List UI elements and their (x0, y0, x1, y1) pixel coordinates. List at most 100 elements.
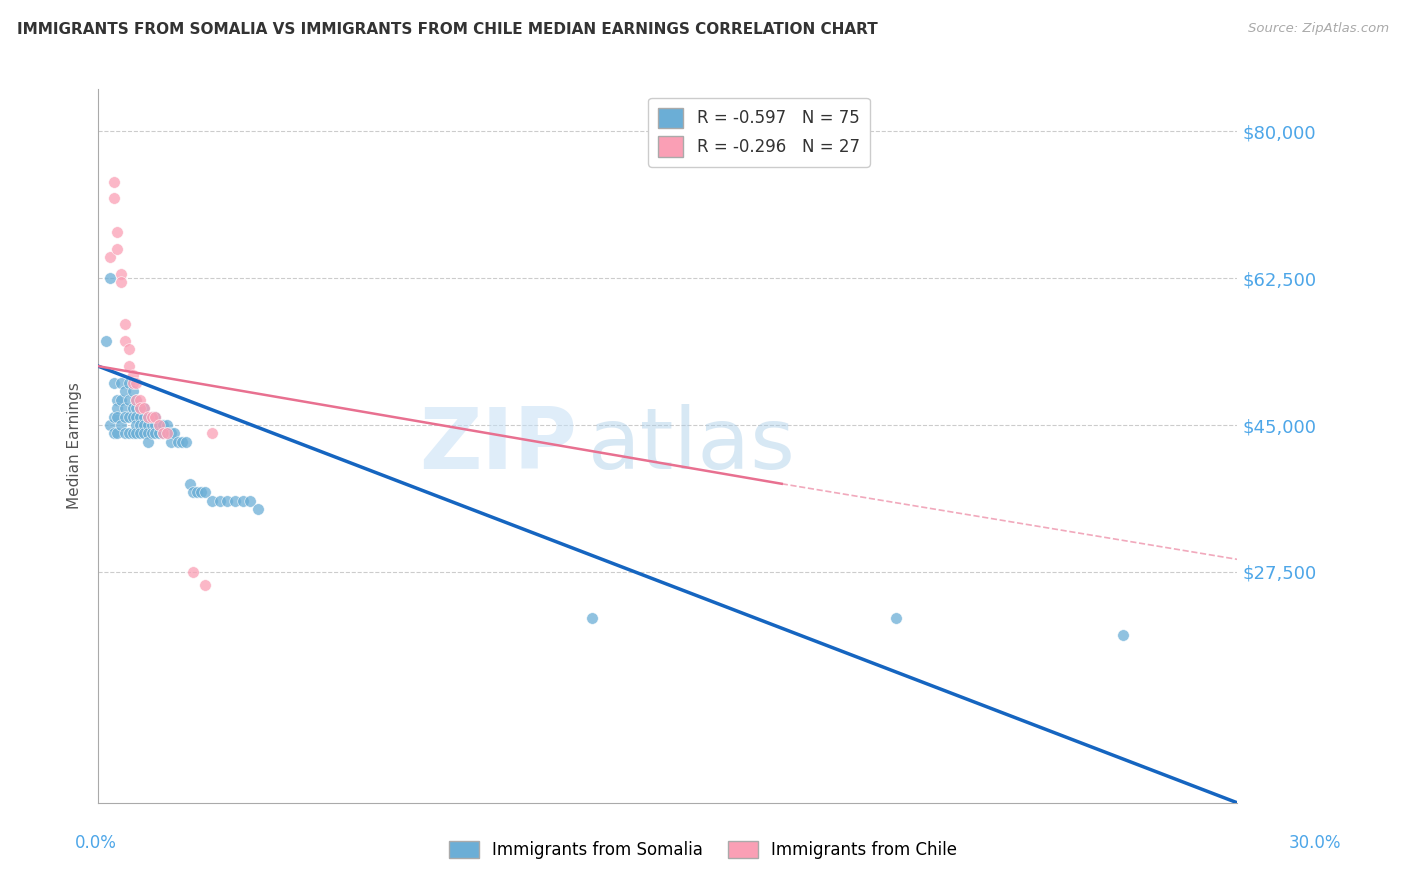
Point (170, 434, 193, 449)
Point (125, 392, 148, 407)
Point (129, 426, 152, 441)
Point (118, 392, 141, 407)
Point (148, 426, 170, 441)
Point (125, 417, 148, 432)
Point (145, 409, 167, 424)
Point (107, 401, 129, 416)
Point (125, 401, 148, 416)
Legend: R = -0.597   N = 75, R = -0.296   N = 27: R = -0.597 N = 75, R = -0.296 N = 27 (648, 97, 870, 167)
Point (145, 426, 167, 441)
Point (159, 426, 181, 441)
Point (107, 409, 129, 424)
Point (118, 359, 141, 374)
Point (132, 417, 155, 432)
Y-axis label: Median Earnings: Median Earnings (67, 383, 83, 509)
Point (114, 384, 136, 399)
Point (110, 267, 132, 281)
Point (103, 426, 125, 441)
Point (141, 426, 163, 441)
Text: 0.0%: 0.0% (75, 834, 117, 852)
Point (163, 426, 186, 441)
Point (110, 417, 132, 432)
Point (121, 376, 143, 390)
Point (114, 334, 136, 348)
Point (110, 275, 132, 289)
Point (129, 401, 152, 416)
Point (186, 485, 208, 500)
Point (136, 417, 159, 432)
Point (194, 485, 217, 500)
Point (136, 434, 159, 449)
Point (217, 493, 239, 508)
Point (129, 401, 152, 416)
Point (129, 392, 152, 407)
Text: IMMIGRANTS FROM SOMALIA VS IMMIGRANTS FROM CHILE MEDIAN EARNINGS CORRELATION CHA: IMMIGRANTS FROM SOMALIA VS IMMIGRANTS FR… (17, 22, 877, 37)
Point (141, 409, 163, 424)
Point (121, 401, 143, 416)
Point (194, 577, 217, 591)
Point (121, 409, 143, 424)
Point (98, 271, 121, 285)
Point (98, 417, 121, 432)
Point (132, 401, 155, 416)
Text: 30.0%: 30.0% (1288, 834, 1341, 852)
Point (183, 485, 205, 500)
Point (167, 434, 190, 449)
Point (110, 392, 132, 407)
Point (98, 250, 121, 264)
Point (246, 502, 269, 516)
Point (156, 426, 179, 441)
Point (125, 376, 148, 390)
Point (145, 409, 167, 424)
Point (114, 409, 136, 424)
Point (156, 417, 179, 432)
Point (118, 376, 141, 390)
Point (114, 401, 136, 416)
Point (103, 409, 125, 424)
Point (183, 565, 205, 579)
Point (148, 417, 170, 432)
Point (156, 426, 179, 441)
Point (152, 417, 174, 432)
Point (148, 417, 170, 432)
Point (118, 426, 141, 441)
Point (141, 409, 163, 424)
Point (581, 611, 603, 625)
Point (132, 409, 155, 424)
Point (208, 493, 231, 508)
Point (121, 384, 143, 399)
Point (129, 417, 152, 432)
Point (136, 409, 159, 424)
Point (110, 376, 132, 390)
Point (159, 434, 181, 449)
Point (125, 409, 148, 424)
Point (201, 426, 224, 441)
Legend: Immigrants from Somalia, Immigrants from Chile: Immigrants from Somalia, Immigrants from… (441, 834, 965, 866)
Point (136, 426, 159, 441)
Point (114, 426, 136, 441)
Point (224, 493, 246, 508)
Point (107, 225, 129, 239)
Point (141, 417, 163, 432)
Point (152, 426, 174, 441)
Text: ZIP: ZIP (419, 404, 576, 488)
Point (232, 493, 254, 508)
Point (136, 409, 159, 424)
Point (1112, 628, 1135, 642)
Point (174, 434, 197, 449)
Text: atlas: atlas (588, 404, 796, 488)
Point (114, 318, 136, 332)
Point (179, 476, 201, 491)
Point (118, 343, 141, 357)
Point (884, 611, 907, 625)
Point (94, 334, 117, 348)
Point (121, 426, 143, 441)
Point (103, 191, 125, 205)
Point (121, 368, 143, 382)
Point (125, 392, 148, 407)
Point (107, 392, 129, 407)
Point (118, 409, 141, 424)
Point (145, 417, 167, 432)
Point (132, 426, 155, 441)
Point (132, 401, 155, 416)
